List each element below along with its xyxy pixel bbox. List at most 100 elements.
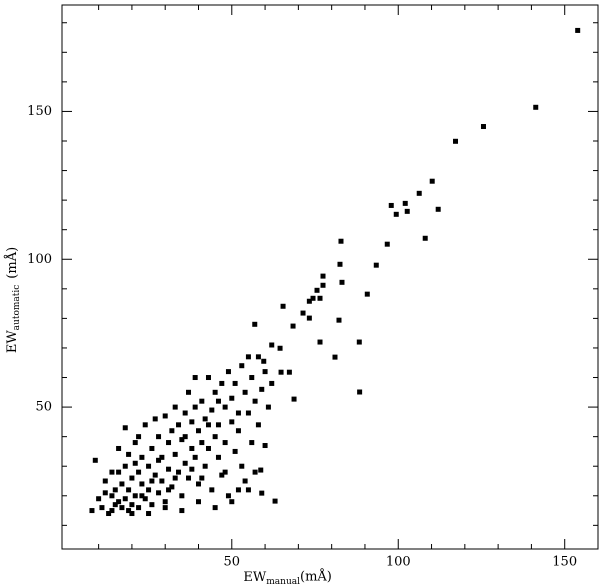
y-axis-label: EWautomatic (mÅ) (4, 247, 22, 353)
point (116, 445, 122, 451)
point (192, 404, 198, 410)
point (259, 490, 265, 496)
x-tick-label: 150 (552, 555, 577, 570)
point (179, 508, 185, 514)
point (373, 262, 379, 268)
point (132, 493, 138, 499)
point (179, 493, 185, 499)
point (129, 511, 135, 517)
point (245, 487, 251, 493)
point (209, 407, 215, 413)
point (291, 396, 297, 402)
point (199, 475, 205, 481)
point (152, 416, 158, 422)
point (332, 354, 338, 360)
point (166, 440, 172, 446)
point (136, 505, 142, 511)
point (219, 380, 225, 386)
point (89, 508, 95, 514)
point (116, 469, 122, 475)
y-tick-label: 100 (27, 252, 52, 267)
point (212, 505, 218, 511)
point (102, 478, 108, 484)
point (119, 505, 125, 511)
point (126, 451, 132, 457)
point (162, 505, 168, 511)
point (159, 454, 165, 460)
point (402, 200, 408, 206)
point (99, 505, 105, 511)
point (252, 398, 258, 404)
x-axis-unit: (mÅ) (300, 569, 332, 585)
point (109, 508, 115, 514)
point (189, 419, 195, 425)
point (429, 178, 435, 184)
point (182, 410, 188, 416)
y-label-main: EW (5, 330, 20, 353)
point (195, 428, 201, 434)
point (162, 499, 168, 505)
point (225, 369, 231, 375)
point (202, 463, 208, 469)
point (195, 481, 201, 487)
point (229, 395, 235, 401)
point (139, 481, 145, 487)
point (129, 502, 135, 508)
point (119, 481, 125, 487)
point (129, 475, 135, 481)
point (249, 375, 255, 381)
point (149, 445, 155, 451)
point (195, 499, 201, 505)
point (156, 457, 162, 463)
point (317, 295, 323, 301)
point (112, 502, 118, 508)
point (280, 303, 286, 309)
point (232, 380, 238, 386)
point (172, 475, 178, 481)
point (149, 478, 155, 484)
point (480, 124, 486, 130)
point (239, 463, 245, 469)
point (320, 282, 326, 288)
point (252, 321, 258, 327)
point (122, 425, 128, 431)
point (337, 261, 343, 267)
point (357, 389, 363, 395)
point (109, 493, 115, 499)
point (116, 499, 122, 505)
point (278, 369, 284, 375)
point (269, 342, 275, 348)
point (225, 493, 231, 499)
point (166, 466, 172, 472)
y-tick-label: 50 (35, 400, 52, 415)
point (235, 428, 241, 434)
point (146, 511, 152, 517)
point (239, 363, 245, 369)
point (232, 448, 238, 454)
point (136, 434, 142, 440)
point (272, 498, 278, 504)
point (199, 440, 205, 446)
point (139, 493, 145, 499)
point (317, 339, 323, 345)
point (242, 478, 248, 484)
point (265, 404, 271, 410)
x-axis-label: EWmanual (243, 570, 300, 586)
point (122, 496, 128, 502)
point (186, 389, 192, 395)
point (252, 469, 258, 475)
point (314, 287, 320, 293)
point (142, 496, 148, 502)
point (92, 457, 98, 463)
point (166, 487, 172, 493)
point (384, 241, 390, 247)
point (222, 404, 228, 410)
point (242, 389, 248, 395)
point (435, 206, 441, 212)
point (306, 315, 312, 321)
point (215, 454, 221, 460)
point (192, 454, 198, 460)
point (310, 295, 316, 301)
x-label-sub: manual (266, 577, 300, 586)
